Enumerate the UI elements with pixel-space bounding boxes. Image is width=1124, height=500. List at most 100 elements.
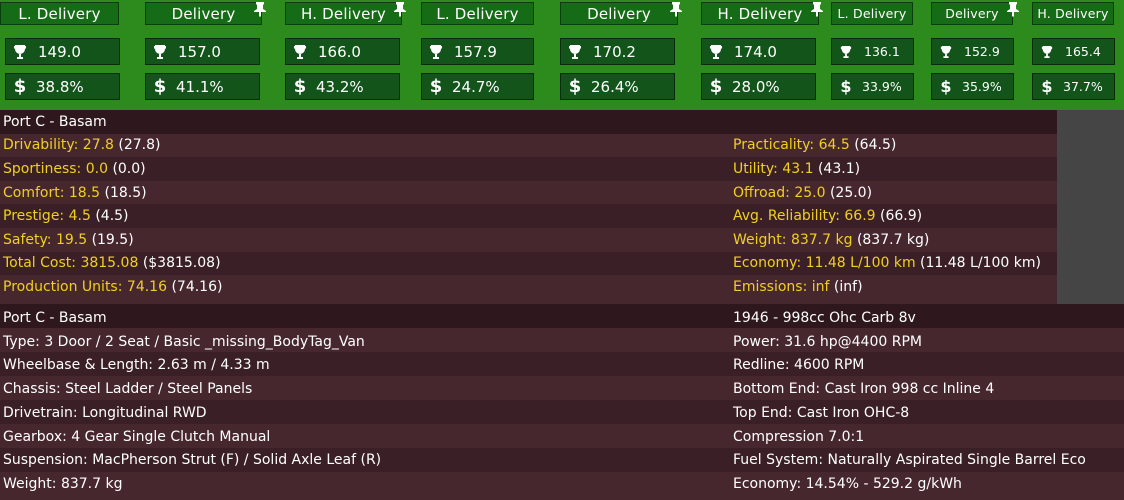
detail-power: Power: 31.6 hp@4400 RPM	[733, 334, 922, 350]
detail-model: Port C - Basam	[3, 310, 107, 326]
stat-drivability: Drivability: 27.8 (27.8)	[3, 137, 161, 153]
score-box: 152.9	[931, 38, 1014, 65]
dollar-icon: $	[840, 77, 852, 96]
tab-label: L. Delivery	[837, 6, 907, 21]
tab-label: H. Delivery	[1037, 6, 1109, 21]
tab-label: L. Delivery	[436, 4, 519, 23]
tab-label: H. Delivery	[300, 4, 386, 23]
detail-type: Type: 3 Door / 2 Seat / Basic _missing_B…	[3, 334, 365, 350]
tab-label: Delivery	[945, 6, 999, 21]
stat-comfort: Comfort: 18.5 (18.5)	[3, 185, 147, 201]
detail-top-end: Top End: Cast Iron OHC-8	[733, 405, 910, 421]
cost-box: $41.1%	[145, 73, 260, 100]
score-box: 157.0	[145, 38, 260, 65]
cost-value: 26.4%	[591, 77, 639, 96]
trophy-icon	[704, 44, 728, 60]
detail-suspension: Suspension: MacPherson Strut (F) / Solid…	[3, 452, 382, 468]
stat-offroad: Offroad: 25.0 (25.0)	[733, 185, 873, 201]
trophy-icon	[834, 45, 858, 59]
tab-l-delivery-3[interactable]: L. Delivery	[831, 2, 913, 25]
trophy-icon	[934, 45, 958, 59]
cost-box: $28.0%	[701, 73, 816, 100]
stat-safety: Safety: 19.5 (19.5)	[3, 232, 134, 248]
cost-box: $33.9%	[831, 73, 914, 100]
cost-box: $38.8%	[5, 73, 120, 100]
stat-total-cost: Total Cost: 3815.08 ($3815.08)	[3, 255, 221, 271]
trophy-icon	[1035, 45, 1059, 59]
cost-value: 35.9%	[962, 79, 1002, 94]
tab-label: Delivery	[587, 4, 651, 23]
stat-practicality: Practicality: 64.5 (64.5)	[733, 137, 897, 153]
tab-label: L. Delivery	[18, 4, 101, 23]
score-value: 136.1	[864, 44, 900, 59]
cost-box: $26.4%	[560, 73, 675, 100]
pin-icon[interactable]	[393, 1, 407, 17]
score-value: 152.9	[964, 44, 1000, 59]
tab-l-delivery-1[interactable]: L. Delivery	[0, 2, 119, 25]
stat-avg-reliability: Avg. Reliability: 66.9 (66.9)	[733, 208, 923, 224]
tab-h-delivery-2[interactable]: H. Delivery	[701, 2, 819, 25]
cost-value: 28.0%	[732, 77, 780, 96]
score-box: 165.4	[1032, 38, 1115, 65]
trophy-icon	[563, 44, 587, 60]
dollar-icon: $	[940, 77, 952, 96]
detail-compression: Compression 7.0:1	[733, 429, 865, 445]
car-stats-panel: Port C - Basam Drivability: 27.8 (27.8) …	[0, 110, 1057, 304]
cost-box: $24.7%	[421, 73, 534, 100]
score-value: 149.0	[38, 42, 81, 61]
cost-box: $37.7%	[1032, 73, 1115, 100]
cost-value: 24.7%	[452, 77, 500, 96]
cost-box: $35.9%	[931, 73, 1014, 100]
score-value: 157.9	[454, 42, 497, 61]
score-value: 165.4	[1065, 44, 1101, 59]
pin-icon[interactable]	[810, 1, 824, 17]
score-value: 170.2	[593, 42, 636, 61]
market-comparison-panel: L. Delivery Delivery H. Delivery L. Deli…	[0, 0, 1124, 110]
trophy-icon	[288, 44, 312, 60]
dollar-icon: $	[709, 76, 723, 97]
tab-label: Delivery	[171, 4, 236, 23]
dollar-icon: $	[1041, 77, 1053, 96]
stats-title: Port C - Basam	[3, 114, 107, 130]
tab-delivery-3[interactable]: Delivery	[931, 2, 1013, 25]
tab-delivery-1[interactable]: Delivery	[145, 2, 262, 25]
stat-emissions: Emissions: inf (inf)	[733, 279, 863, 295]
cost-value: 41.1%	[176, 77, 224, 96]
detail-bottom-end: Bottom End: Cast Iron 998 cc Inline 4	[733, 381, 995, 397]
pin-icon[interactable]	[253, 1, 267, 17]
trophy-icon	[424, 44, 448, 60]
cost-box: $43.2%	[285, 73, 400, 100]
trophy-icon	[148, 44, 172, 60]
cost-value: 37.7%	[1063, 79, 1103, 94]
detail-economy: Economy: 14.54% - 529.2 g/kWh	[733, 476, 962, 492]
detail-drivetrain: Drivetrain: Longitudinal RWD	[3, 405, 207, 421]
score-box: 157.9	[421, 38, 534, 65]
detail-weight: Weight: 837.7 kg	[3, 476, 123, 492]
dollar-icon: $	[429, 76, 443, 97]
stat-prestige: Prestige: 4.5 (4.5)	[3, 208, 129, 224]
cost-value: 43.2%	[316, 77, 364, 96]
stat-sportiness: Sportiness: 0.0 (0.0)	[3, 161, 146, 177]
detail-wheelbase: Wheelbase & Length: 2.63 m / 4.33 m	[3, 357, 270, 373]
score-box: 166.0	[285, 38, 400, 65]
dollar-icon: $	[153, 76, 167, 97]
score-box: 174.0	[701, 38, 816, 65]
car-details-panel: Port C - Basam Type: 3 Door / 2 Seat / B…	[0, 304, 1124, 500]
score-value: 174.0	[734, 42, 777, 61]
tab-h-delivery-1[interactable]: H. Delivery	[285, 2, 402, 25]
tab-l-delivery-2[interactable]: L. Delivery	[421, 2, 534, 25]
score-value: 166.0	[318, 42, 361, 61]
side-filler	[1057, 110, 1124, 304]
stat-production-units: Production Units: 74.16 (74.16)	[3, 279, 223, 295]
cost-value: 38.8%	[36, 77, 84, 96]
score-box: 136.1	[831, 38, 914, 65]
pin-icon[interactable]	[669, 1, 683, 17]
detail-gearbox: Gearbox: 4 Gear Single Clutch Manual	[3, 429, 271, 445]
detail-fuel-system: Fuel System: Naturally Aspirated Single …	[733, 452, 1086, 468]
trophy-icon	[8, 44, 32, 60]
tab-delivery-2[interactable]: Delivery	[560, 2, 678, 25]
pin-icon[interactable]	[1006, 1, 1020, 17]
tab-h-delivery-3[interactable]: H. Delivery	[1032, 2, 1114, 25]
cost-value: 33.9%	[862, 79, 902, 94]
tab-label: H. Delivery	[717, 4, 803, 23]
